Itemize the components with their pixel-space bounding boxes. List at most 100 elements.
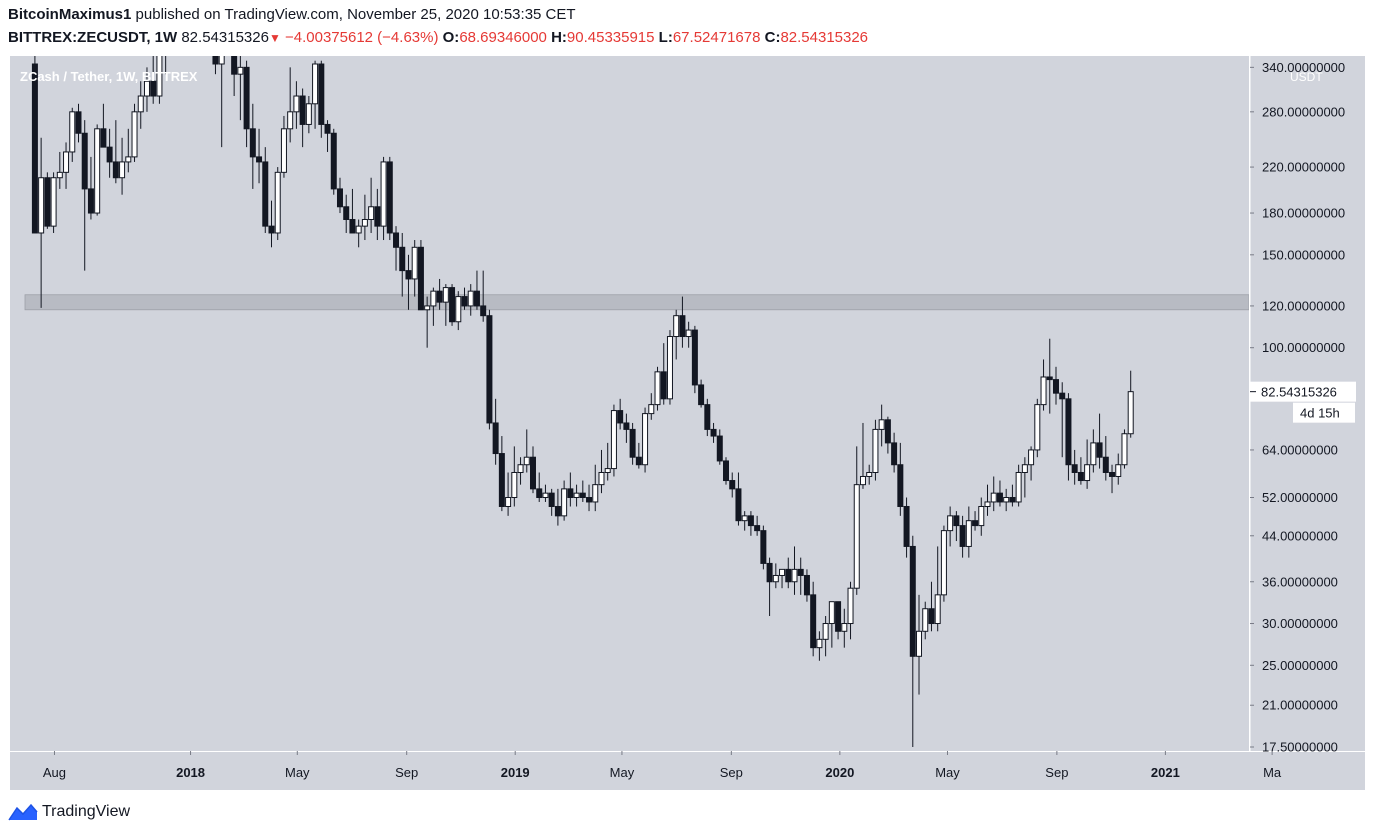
candle xyxy=(436,278,443,310)
candle xyxy=(50,172,57,233)
tradingview-footer[interactable]: TradingView xyxy=(8,800,130,824)
candle xyxy=(505,472,512,516)
candle-body xyxy=(1034,404,1041,451)
candle-body xyxy=(1121,433,1128,466)
candle-body xyxy=(50,177,57,227)
low-label: L: xyxy=(658,29,673,46)
candle-body xyxy=(207,3,212,13)
candle-body xyxy=(884,419,891,444)
candle-body xyxy=(803,574,810,596)
candle xyxy=(1115,453,1122,485)
candle-body xyxy=(996,492,1003,503)
candle xyxy=(467,284,474,316)
countdown-box xyxy=(1293,402,1355,423)
candle xyxy=(349,188,356,234)
candle-body xyxy=(249,128,256,158)
candle xyxy=(610,404,617,477)
candle xyxy=(287,67,294,143)
y-tick-label: 21.00000000 xyxy=(1262,698,1338,713)
candle xyxy=(853,446,860,595)
y-tick-label: 340.00000000 xyxy=(1262,60,1345,75)
candle-body xyxy=(119,161,126,179)
candle xyxy=(442,284,449,326)
candle-body xyxy=(1003,497,1010,503)
candle-body xyxy=(772,574,779,583)
candle-body xyxy=(760,530,767,564)
resistance-zone xyxy=(24,294,1249,311)
candle-body xyxy=(592,484,599,503)
x-tick-label: 2019 xyxy=(501,765,530,780)
candle xyxy=(916,594,923,695)
candle-body xyxy=(978,505,985,527)
candle xyxy=(399,232,406,297)
candle xyxy=(44,172,51,229)
y-unit-label: USDT xyxy=(1290,70,1323,84)
candle xyxy=(517,457,524,485)
candle xyxy=(262,147,269,233)
candle-body xyxy=(318,63,325,125)
candle-body xyxy=(467,290,474,307)
close-label: C: xyxy=(764,29,781,46)
candle-body xyxy=(1065,398,1072,466)
y-tick-label: 25.00000000 xyxy=(1262,658,1338,673)
candle xyxy=(959,515,966,558)
candle xyxy=(542,484,549,502)
candle xyxy=(567,472,574,507)
candle-body xyxy=(368,206,375,220)
y-tick-label: 52.00000000 xyxy=(1262,490,1338,505)
candle xyxy=(218,56,225,148)
candle-body xyxy=(903,505,910,547)
candlestick-chart[interactable]: ZCash / Tether, 1W, BITTREX 340.00000000 2… xyxy=(0,0,1374,800)
candle xyxy=(928,581,935,632)
candle-body xyxy=(747,515,754,527)
candles-group xyxy=(24,0,1249,747)
candle-body xyxy=(835,601,842,632)
candle xyxy=(779,568,786,589)
candle xyxy=(274,167,281,241)
candle xyxy=(990,476,997,512)
candle xyxy=(182,0,187,30)
candle xyxy=(573,484,580,507)
candle xyxy=(361,194,368,241)
candle xyxy=(1003,488,1010,512)
candle xyxy=(791,546,798,595)
candle xyxy=(165,56,167,75)
candle-body xyxy=(336,188,343,208)
candle xyxy=(201,0,206,14)
y-tick-label: 44.00000000 xyxy=(1262,528,1338,543)
candle xyxy=(405,254,412,310)
candle xyxy=(312,60,319,129)
candle-body xyxy=(648,404,655,415)
candle-body xyxy=(723,460,730,482)
candle xyxy=(94,124,101,216)
candle-body xyxy=(866,471,873,477)
author-name[interactable]: BitcoinMaximus1 xyxy=(8,6,132,23)
candle-body xyxy=(1127,391,1134,435)
candle-body xyxy=(735,488,742,522)
candle-body xyxy=(87,188,94,214)
x-tick-label: Sep xyxy=(1045,765,1068,780)
candle-body xyxy=(853,484,860,589)
candle-body xyxy=(150,80,157,97)
candle-body xyxy=(847,587,854,625)
candle-body xyxy=(100,128,107,148)
close-value: 82.54315326 xyxy=(780,29,869,46)
candle xyxy=(1034,398,1041,458)
candle-body xyxy=(125,156,132,163)
candle xyxy=(511,446,518,507)
candle xyxy=(455,291,462,331)
candle xyxy=(343,194,350,233)
candle-body xyxy=(779,568,786,576)
candle-body xyxy=(891,442,898,466)
candle-body xyxy=(1096,442,1103,458)
candle xyxy=(529,446,536,494)
candle xyxy=(449,284,456,326)
candle-body xyxy=(505,497,512,507)
candle xyxy=(374,188,381,241)
candle xyxy=(797,557,804,595)
candle xyxy=(710,422,717,443)
candle-body xyxy=(473,290,480,307)
candle xyxy=(249,103,256,189)
y-tick-label: 150.00000000 xyxy=(1262,247,1345,262)
candle xyxy=(461,287,468,310)
